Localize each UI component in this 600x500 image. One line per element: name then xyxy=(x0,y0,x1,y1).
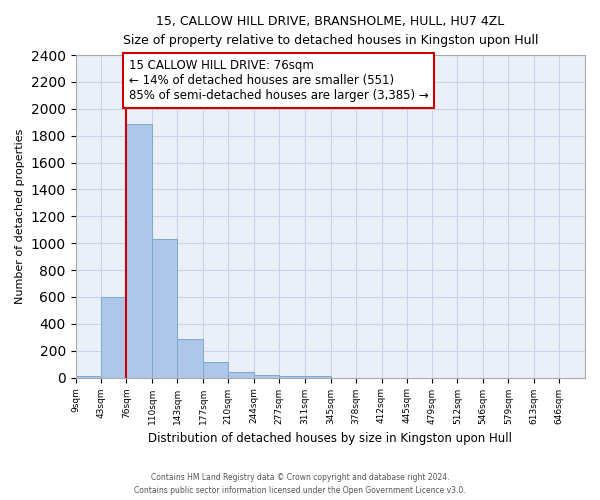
Bar xyxy=(177,340,203,378)
Bar xyxy=(101,297,127,378)
Bar xyxy=(305,376,331,378)
Text: Contains HM Land Registry data © Crown copyright and database right 2024.
Contai: Contains HM Land Registry data © Crown c… xyxy=(134,474,466,495)
Bar xyxy=(254,375,279,378)
X-axis label: Distribution of detached houses by size in Kingston upon Hull: Distribution of detached houses by size … xyxy=(148,432,512,445)
Text: 15 CALLOW HILL DRIVE: 76sqm
← 14% of detached houses are smaller (551)
85% of se: 15 CALLOW HILL DRIVE: 76sqm ← 14% of det… xyxy=(128,59,428,102)
Bar xyxy=(279,376,305,378)
Bar xyxy=(127,124,152,378)
Y-axis label: Number of detached properties: Number of detached properties xyxy=(15,128,25,304)
Bar xyxy=(152,239,177,378)
Bar xyxy=(203,362,228,378)
Bar xyxy=(76,376,101,378)
Bar xyxy=(228,372,254,378)
Title: 15, CALLOW HILL DRIVE, BRANSHOLME, HULL, HU7 4ZL
Size of property relative to de: 15, CALLOW HILL DRIVE, BRANSHOLME, HULL,… xyxy=(122,15,538,47)
